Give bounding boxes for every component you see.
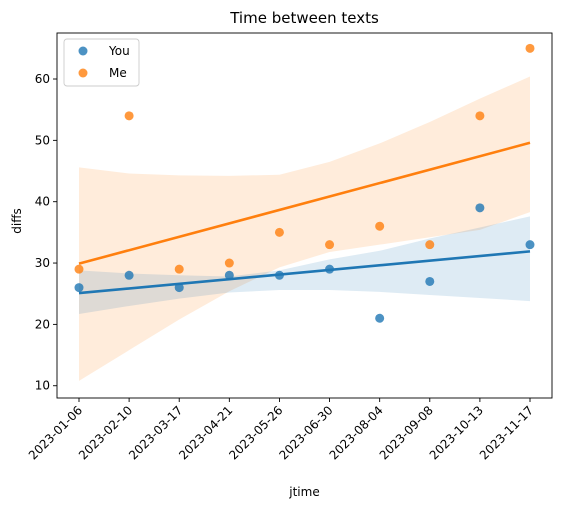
y-tick-label-10: 10 (35, 379, 50, 393)
point-you-2023-09-08 (425, 276, 435, 286)
point-me-2023-02-10 (124, 111, 134, 121)
point-you-2023-08-04 (375, 313, 385, 323)
y-tick-label-40: 40 (35, 195, 50, 209)
point-me-2023-11-17 (525, 43, 535, 53)
y-tick-label-30: 30 (35, 256, 50, 270)
x-axis-label: jtime (288, 485, 319, 499)
point-me-2023-08-04 (375, 221, 385, 231)
data-points (74, 43, 535, 323)
point-you-2023-04-21 (224, 270, 234, 280)
point-you-2023-10-13 (475, 203, 485, 213)
point-me-2023-09-08 (425, 240, 435, 250)
point-you-2023-01-06 (74, 283, 84, 293)
point-me-2023-06-30 (325, 240, 335, 250)
point-you-2023-06-30 (325, 264, 335, 274)
point-you-2023-11-17 (525, 240, 535, 250)
confidence-band-you (79, 216, 530, 314)
plot-frame (56, 32, 553, 399)
regression-lines (78, 141, 531, 295)
point-me-2023-10-13 (475, 111, 485, 121)
legend: You Me (63, 38, 140, 87)
regression-line-you (78, 250, 531, 295)
point-you-2023-05-26 (274, 270, 284, 280)
confidence-bands (79, 76, 530, 381)
x-tick-label-2023-11-17: 2023-11-17 (477, 403, 536, 462)
legend-marker-me (78, 68, 88, 78)
point-me-2023-03-17 (174, 264, 184, 274)
regression-line-me (78, 141, 531, 265)
point-me-2023-05-26 (274, 227, 284, 237)
y-tick-label-50: 50 (35, 133, 50, 147)
legend-label-me: Me (109, 66, 127, 80)
chart-title: Time between texts (229, 9, 379, 27)
confidence-band-me (79, 76, 530, 381)
axes (56, 32, 553, 399)
legend-marker-you (78, 46, 88, 56)
point-me-2023-01-06 (74, 264, 84, 274)
point-me-2023-04-21 (224, 258, 234, 268)
y-axis-label: diffs (10, 208, 24, 233)
point-you-2023-02-10 (124, 270, 134, 280)
point-you-2023-03-17 (174, 283, 184, 293)
legend-label-you: You (108, 44, 130, 58)
y-tick-label-20: 20 (35, 317, 50, 331)
y-tick-label-60: 60 (35, 72, 50, 86)
